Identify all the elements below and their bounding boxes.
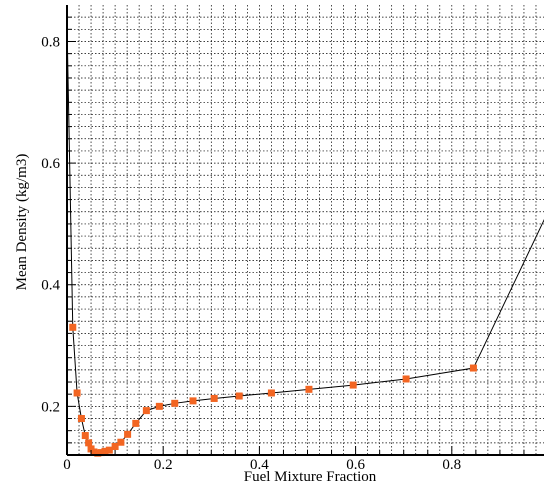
data-point xyxy=(105,446,113,454)
data-point xyxy=(132,419,140,427)
data-point xyxy=(101,447,109,455)
data-point xyxy=(97,449,105,457)
data-point xyxy=(349,381,357,389)
data-point xyxy=(77,415,85,423)
data-point xyxy=(73,389,81,397)
grid xyxy=(67,5,544,455)
data-point xyxy=(267,389,275,397)
data-point xyxy=(189,397,197,405)
y-tick-label: 0.6 xyxy=(41,156,60,172)
data-point xyxy=(124,430,132,438)
series-line xyxy=(66,23,544,454)
data-point xyxy=(69,323,77,331)
data-point xyxy=(235,392,243,400)
data-point xyxy=(111,442,119,450)
x-tick-label: 0.4 xyxy=(250,457,269,473)
axes: 0 0.2 0.4 0.6 0.8 0.2 0.4 0.6 0.8 xyxy=(41,5,544,473)
y-tick-label: 0.2 xyxy=(41,399,60,415)
data-point xyxy=(305,385,313,393)
x-tick-label: 0.8 xyxy=(442,457,461,473)
data-point xyxy=(85,439,93,447)
x-tick-label: 0.2 xyxy=(154,457,173,473)
data-point xyxy=(210,394,218,402)
data-point xyxy=(402,375,410,383)
x-tick-label: 0.6 xyxy=(346,457,365,473)
x-axis-label: Fuel Mixture Fraction xyxy=(244,469,377,485)
y-axis-label: Mean Density (kg/m3) xyxy=(14,154,30,291)
data-point xyxy=(155,402,163,410)
x-tick-label: 0 xyxy=(63,457,71,473)
data-point xyxy=(90,448,98,456)
data-point xyxy=(117,438,125,446)
data-point xyxy=(171,399,179,407)
data-point xyxy=(81,432,89,440)
series-layer xyxy=(66,23,544,457)
y-tick-label: 0.4 xyxy=(41,278,60,294)
data-point xyxy=(469,364,477,372)
y-tick-label: 0.8 xyxy=(41,34,60,50)
data-point xyxy=(142,407,150,415)
